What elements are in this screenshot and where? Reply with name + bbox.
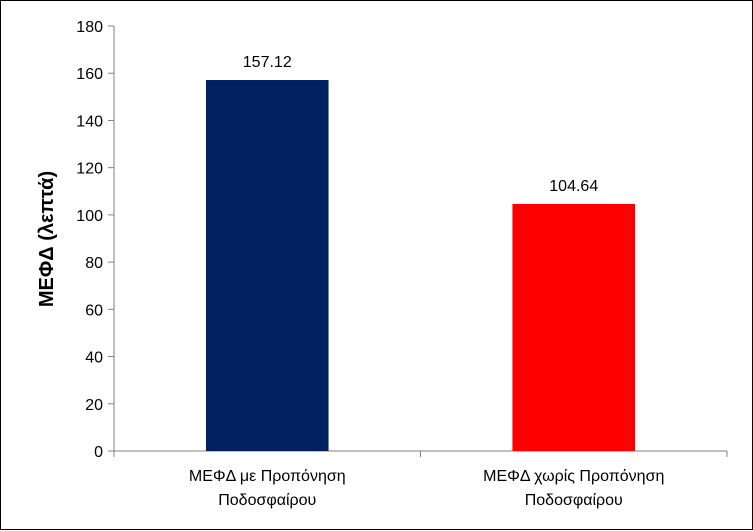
bars [205,80,636,452]
y-tick-label: 160 [76,66,103,83]
data-label: 157.12 [243,54,292,71]
y-tick-label: 80 [85,255,103,272]
data-label: 104.64 [549,178,598,195]
y-tick-label: 180 [76,19,103,36]
y-tick-label: 120 [76,161,103,178]
y-tick-label: 60 [85,302,103,319]
y-axis-title: ΜΕΦΔ (λεπτά) [36,171,58,307]
y-tick-label: 140 [76,113,103,130]
y-tick-label: 20 [85,397,103,414]
x-category-label: Ποδοσφαίρου [525,492,623,509]
x-category-label: ΜΕΦΔ χωρίς Προπόνηση [483,468,664,485]
y-tick-label: 40 [85,350,103,367]
bar [512,203,636,451]
data-labels: 157.12 104.64 [243,54,599,195]
x-category-label: Ποδοσφαίρου [218,492,316,509]
y-tick-label: 100 [76,208,103,225]
y-axis-ticks: 0 20 40 60 80 100 120 140 160 180 [76,19,114,461]
bar [205,80,329,452]
y-tick-label: 0 [94,444,103,461]
x-category-label: ΜΕΦΔ με Προπόνηση [189,468,346,485]
x-axis-categories: ΜΕΦΔ με Προπόνηση Ποδοσφαίρου ΜΕΦΔ χωρίς Π… [189,468,664,509]
